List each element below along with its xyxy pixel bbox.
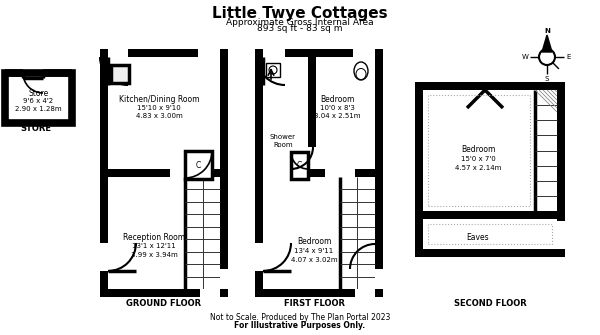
Bar (266, 63, 280, 77)
Text: STORE: STORE (20, 124, 52, 133)
Text: 4.83 x 3.00m: 4.83 x 3.00m (136, 113, 182, 119)
Text: Room: Room (273, 142, 293, 148)
Bar (263, 57, 375, 289)
Text: Bedroom: Bedroom (461, 145, 495, 154)
Ellipse shape (354, 62, 368, 80)
Bar (108, 57, 220, 289)
Bar (111, 65, 129, 83)
Text: Bedroom: Bedroom (297, 238, 331, 247)
Bar (428, 95, 530, 206)
Bar (200, 289, 220, 297)
Text: GROUND FLOOR: GROUND FLOOR (127, 298, 202, 308)
Text: E: E (567, 54, 571, 60)
Text: Bedroom: Bedroom (320, 94, 354, 104)
Text: Little Twye Cottages: Little Twye Cottages (212, 5, 388, 20)
Text: 13'4 x 9'11: 13'4 x 9'11 (295, 248, 334, 254)
Bar (255, 243, 263, 271)
Text: Eaves: Eaves (467, 233, 490, 243)
Text: 9'6 x 4'2: 9'6 x 4'2 (23, 98, 53, 104)
Text: 15'0 x 7'0: 15'0 x 7'0 (461, 155, 496, 161)
Bar (423, 211, 557, 219)
Bar (255, 49, 383, 57)
Text: 3.99 x 3.94m: 3.99 x 3.94m (131, 252, 178, 258)
Bar (220, 269, 228, 289)
Bar (263, 169, 375, 177)
Text: 15'10 x 9'10: 15'10 x 9'10 (137, 105, 181, 111)
Bar (423, 90, 557, 249)
Bar (428, 224, 552, 244)
Text: 10'0 x 8'3: 10'0 x 8'3 (320, 105, 355, 111)
Bar (255, 49, 383, 297)
Bar (108, 169, 220, 177)
Text: Approximate Gross Internal Area: Approximate Gross Internal Area (226, 17, 374, 26)
Text: S: S (545, 76, 549, 82)
Text: 4.57 x 2.14m: 4.57 x 2.14m (455, 164, 501, 171)
Bar (220, 49, 228, 297)
Bar (100, 49, 108, 297)
Text: For Illustrative Purposes Only.: For Illustrative Purposes Only. (235, 321, 365, 330)
Ellipse shape (356, 68, 366, 79)
Text: N: N (544, 28, 550, 34)
Bar (100, 49, 228, 57)
Text: Shower: Shower (270, 134, 296, 140)
Text: 2.90 x 1.28m: 2.90 x 1.28m (15, 106, 62, 112)
Bar (100, 289, 228, 297)
Bar (291, 152, 308, 179)
Text: C: C (196, 160, 201, 170)
Text: C: C (297, 161, 302, 170)
Bar (263, 49, 285, 57)
Text: Store: Store (28, 88, 49, 97)
Circle shape (269, 66, 277, 74)
Bar (375, 49, 383, 297)
Text: Not to Scale. Produced by The Plan Portal 2023: Not to Scale. Produced by The Plan Porta… (210, 314, 390, 323)
Bar (108, 49, 128, 57)
Bar (255, 49, 263, 297)
Text: 4.07 x 3.02m: 4.07 x 3.02m (290, 257, 337, 263)
Text: W: W (521, 54, 529, 60)
Bar (185, 151, 212, 179)
Text: SECOND FLOOR: SECOND FLOOR (454, 298, 526, 308)
Bar (255, 289, 383, 297)
Circle shape (539, 49, 555, 65)
Bar (100, 243, 108, 271)
Text: 893 sq ft - 83 sq m: 893 sq ft - 83 sq m (257, 23, 343, 32)
Bar (170, 169, 200, 177)
Bar (355, 289, 375, 297)
Bar (308, 147, 316, 169)
Text: Reception Room: Reception Room (123, 232, 185, 242)
Bar (308, 57, 316, 169)
Text: Kitchen/Dining Room: Kitchen/Dining Room (119, 94, 199, 104)
Text: 3.04 x 2.51m: 3.04 x 2.51m (314, 113, 360, 119)
Bar (353, 49, 375, 57)
Polygon shape (542, 35, 552, 52)
Bar (5, 73, 72, 123)
Bar (100, 49, 228, 297)
Bar (263, 169, 291, 177)
Bar (325, 169, 355, 177)
Bar (375, 269, 383, 289)
Bar (198, 49, 220, 57)
Bar (557, 221, 565, 249)
Text: 13'1 x 12'11: 13'1 x 12'11 (132, 243, 176, 249)
Text: FIRST FLOOR: FIRST FLOOR (284, 298, 346, 308)
Bar (415, 82, 565, 257)
